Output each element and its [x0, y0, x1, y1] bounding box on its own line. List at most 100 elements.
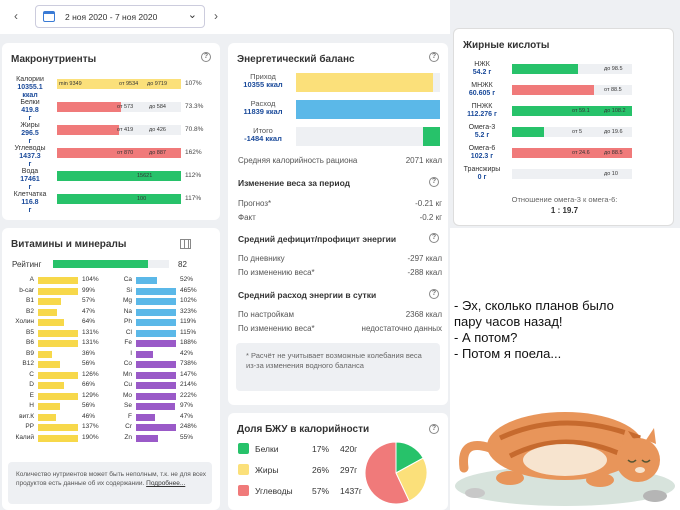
vitamin-name: Калий	[15, 433, 34, 441]
energy-value: -1484 ккал	[244, 134, 282, 143]
bju-share-card: Доля БЖУ в калорийности ? Белки 17% 420г Жи…	[228, 413, 448, 510]
vitamin-bar	[38, 382, 78, 389]
vitamin-bar-fill	[136, 287, 176, 295]
fatty-acid-bar-fill	[512, 106, 632, 116]
vitamin-percent: 47%	[82, 307, 96, 315]
macro-label: Жиры 296.5 г	[5, 122, 55, 146]
fatty-acid-label: НЖК 54.2 г	[456, 61, 508, 77]
vitamin-name: вит.К	[19, 412, 34, 420]
vitamin-percent: 190%	[82, 433, 99, 441]
pie-slice	[364, 441, 410, 505]
vitamin-percent: 323%	[180, 307, 197, 315]
vitamin-name: Zn	[124, 433, 132, 441]
vitamin-name: Se	[124, 402, 132, 409]
next-period-button[interactable]: ›	[214, 9, 218, 23]
weight-based-label: По изменению веса*	[238, 268, 315, 277]
help-icon[interactable]: ?	[429, 52, 439, 62]
fatty-acid-tick-label: от 88.5	[604, 87, 622, 93]
help-icon[interactable]: ?	[429, 424, 439, 434]
macro-tick-label: min 9349	[59, 81, 82, 87]
energy-label: Приход 10355 ккал	[232, 73, 294, 89]
macro-tick-label: от 419	[117, 127, 134, 133]
macro-name: Жиры	[20, 122, 40, 129]
macro-bar-fill	[57, 171, 181, 181]
vitamin-bar-fill	[38, 413, 57, 421]
macro-percent: 70.8%	[185, 126, 204, 133]
meme-line: - А потом?	[454, 330, 518, 345]
vitamin-bar-fill	[136, 434, 158, 442]
vitamin-bar	[38, 319, 78, 326]
macro-bar: min 9349 от 9534 до 9719	[57, 79, 181, 89]
vitamin-bar-fill	[38, 308, 57, 316]
energy-name: Приход	[250, 72, 276, 81]
settings-label: По настройкам	[238, 310, 294, 319]
macro-label: Белки 419.8 г	[5, 99, 55, 123]
fatty-acid-bar-fill	[512, 85, 594, 95]
vitamin-percent: 56%	[82, 360, 96, 367]
vitamin-name: Cr	[125, 423, 132, 430]
vitamin-name: D	[29, 381, 34, 388]
meme-line: - Эх, сколько планов было	[454, 298, 614, 313]
macro-tick-label: до 426	[149, 127, 166, 133]
fatty-acid-label: ПНЖК 112.276 г	[456, 103, 508, 119]
more-link[interactable]: Подробнее...	[146, 480, 186, 487]
vitamin-name: B1	[26, 297, 34, 304]
vitamin-name: F	[128, 412, 132, 420]
table-view-icon[interactable]	[180, 239, 191, 249]
help-icon[interactable]: ?	[429, 233, 439, 243]
vitamin-percent: 52%	[180, 276, 194, 283]
help-icon[interactable]: ?	[429, 177, 439, 187]
vitamin-bar	[38, 434, 78, 442]
bju-share-title: Доля БЖУ в калорийности	[237, 424, 370, 435]
macro-percent: 162%	[185, 149, 202, 156]
vitamin-bar-fill	[136, 319, 176, 326]
vitamin-name: B2	[26, 307, 34, 315]
vitamin-bar	[136, 371, 176, 379]
fact-value: -0.2 кг	[419, 213, 442, 222]
fatty-acid-amount: 112.276 г	[467, 111, 497, 118]
fatty-acid-label: МНЖК 60.605 г	[456, 82, 508, 98]
vitamin-name: E	[29, 391, 34, 399]
vitamin-bar-fill	[38, 350, 53, 358]
fatty-acid-tick-label: от 24.6	[572, 150, 590, 156]
vitamin-percent: 248%	[180, 423, 197, 430]
fatty-acid-name: Омега-3	[468, 124, 496, 131]
fatty-acid-name: МНЖК	[471, 82, 493, 89]
macro-label: Клетчатка 116.8 г	[5, 191, 55, 215]
legend-name: Белки	[255, 444, 279, 454]
vitamin-bar	[38, 350, 78, 358]
vitamin-percent: 188%	[180, 339, 197, 346]
date-range-text: 2 ноя 2020 - 7 ноя 2020	[65, 11, 158, 22]
fatty-acid-bar: от 5 до 19.6	[512, 127, 632, 137]
vitamin-bar-fill	[136, 277, 157, 284]
prev-period-button[interactable]: ‹	[14, 9, 18, 23]
vitamin-name: Fe	[124, 339, 132, 346]
legend-grams: 1437г	[340, 486, 363, 496]
help-icon[interactable]: ?	[429, 289, 439, 299]
fatty-acid-label: Трансжиры 0 г	[456, 166, 508, 182]
fatty-acid-name: НЖК	[474, 61, 490, 68]
macro-bar-fill	[57, 148, 181, 158]
fatty-acid-bar: от 88.5	[512, 85, 632, 95]
legend-percent: 57%	[312, 486, 330, 496]
macro-percent: 117%	[185, 195, 202, 202]
fatty-acid-label: Омега-3 5.2 г	[456, 124, 508, 140]
macro-unit: г	[28, 184, 32, 191]
legend-grams: 297г	[340, 465, 358, 475]
vitamin-name: Co	[123, 360, 132, 367]
vitamin-bar	[38, 424, 78, 431]
macro-tick-label: до 887	[149, 150, 166, 156]
vitamin-percent: 104%	[82, 276, 99, 283]
vitamin-bar-fill	[136, 424, 176, 431]
fatty-acid-bar: до 98.5	[512, 64, 632, 74]
vitamin-percent: 222%	[180, 391, 197, 399]
date-range-picker[interactable]: 2 ноя 2020 - 7 ноя 2020 ⌄	[35, 5, 205, 28]
vitamin-bar-fill	[136, 371, 176, 379]
macro-label: Калории 10355.1 ккал	[5, 76, 55, 100]
help-icon[interactable]: ?	[201, 52, 211, 62]
vitamin-bar-fill	[38, 277, 78, 284]
macro-tick-label: от 573	[117, 104, 134, 110]
chevron-down-icon: ⌄	[187, 9, 197, 21]
macro-label: Углеводы 1437.3 г	[5, 145, 55, 169]
vitamin-bar-fill	[136, 298, 176, 305]
